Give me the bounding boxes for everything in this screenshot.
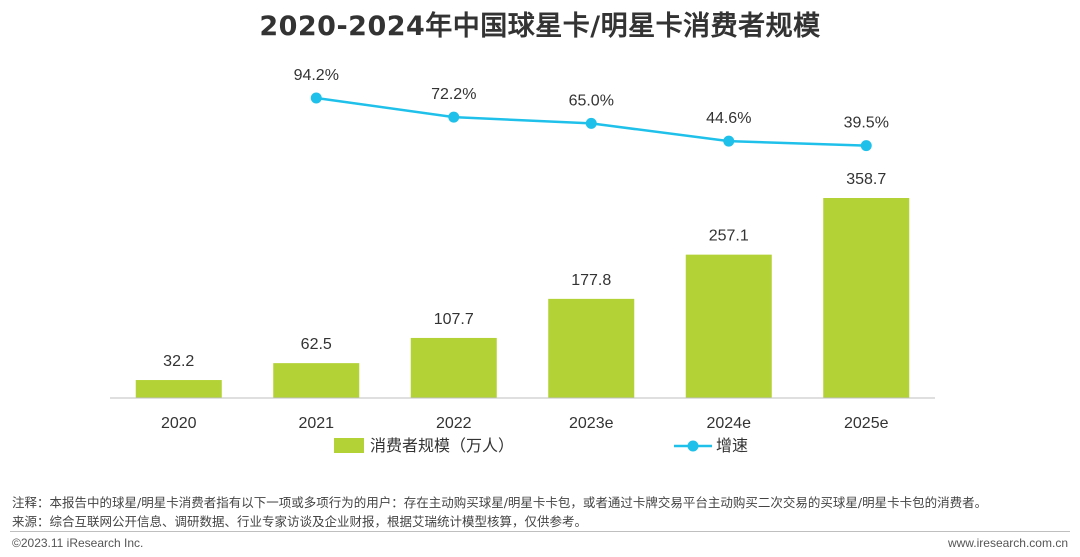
- bar-2023e: [548, 298, 635, 398]
- growth-point-2025e: [860, 140, 872, 152]
- bar-value-label: 257.1: [709, 228, 749, 245]
- growth-point-2021: [310, 92, 322, 104]
- growth-value-label: 94.2%: [294, 67, 339, 84]
- x-tick-label: 2022: [436, 415, 472, 432]
- tick-labels-layer: 2020 2021 2022 2023e 2024e 2025e: [161, 415, 889, 432]
- x-tick-label: 2021: [298, 415, 334, 432]
- bars-layer: 32.2 62.5 107.7 177.8 257.1 358.7: [135, 171, 910, 398]
- bar-value-label: 107.7: [434, 311, 474, 328]
- legend-label-bar: 消费者规模（万人）: [370, 436, 514, 455]
- growth-point-2023e: [585, 117, 597, 129]
- growth-value-label: 65.0%: [569, 92, 614, 109]
- x-tick-label: 2024e: [707, 415, 752, 432]
- legend: 消费者规模（万人） 增速: [334, 436, 748, 455]
- bar-2021: [273, 363, 360, 398]
- footer-divider: [10, 531, 1070, 532]
- x-tick-label: 2020: [161, 415, 197, 432]
- x-tick-label: 2023e: [569, 415, 614, 432]
- legend-swatch-bar: [334, 438, 364, 453]
- bar-2022: [410, 337, 497, 398]
- bar-value-label: 358.7: [846, 171, 886, 188]
- footnote-source: 来源：综合互联网公开信息、调研数据、行业专家访谈及企业财报，根据艾瑞统计模型核算…: [12, 514, 588, 529]
- growth-value-label: 44.6%: [706, 110, 751, 127]
- legend-swatch-marker: [687, 440, 699, 452]
- footnote-note: 注释：本报告中的球星/明星卡消费者指有以下一项或多项行为的用户：存在主动购买球星…: [12, 495, 988, 510]
- bar-2020: [135, 380, 222, 398]
- growth-value-label: 39.5%: [844, 115, 889, 132]
- bar-value-label: 32.2: [163, 353, 194, 370]
- footer-copyright: ©2023.11 iResearch Inc.: [12, 536, 144, 550]
- x-tick-label: 2025e: [844, 415, 889, 432]
- legend-label-line: 增速: [716, 436, 748, 455]
- growth-point-2022: [448, 111, 460, 123]
- footer-website: www.iresearch.com.cn: [947, 536, 1068, 550]
- chart-title: 2020-2024年中国球星卡/明星卡消费者规模: [259, 11, 821, 42]
- bar-2024e: [685, 254, 772, 398]
- bar-value-label: 62.5: [301, 336, 332, 353]
- growth-value-label: 72.2%: [431, 86, 476, 103]
- growth-line-layer: 94.2% 72.2% 65.0% 44.6% 39.5%: [294, 67, 889, 152]
- bar-value-label: 177.8: [571, 272, 611, 289]
- growth-point-2024e: [723, 135, 735, 147]
- bar-2025e: [823, 198, 910, 398]
